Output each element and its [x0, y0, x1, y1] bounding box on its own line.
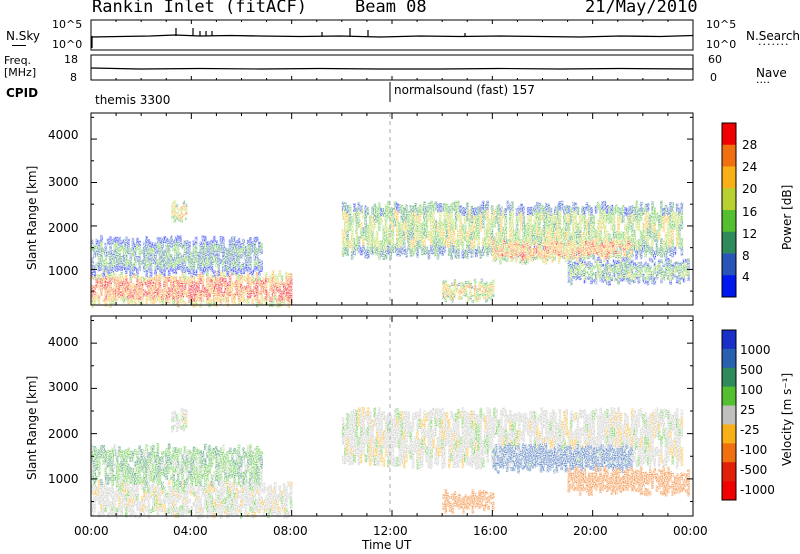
- nsearch-tick-bottom: 10^0: [706, 38, 737, 51]
- velocity-echo-region-6: [567, 465, 690, 497]
- freq-tick-bottom: 8: [70, 71, 77, 84]
- nsearch-label: N.Search: [746, 29, 800, 43]
- velocity-cbar-swatch-4: [722, 405, 736, 425]
- time-tick-16: 16:00: [473, 524, 508, 538]
- cpid-label: CPID: [6, 86, 39, 100]
- velocity-cbar-swatch-6: [722, 443, 736, 463]
- time-tick-0: 00:00: [74, 524, 109, 538]
- power-ytick-4000: 4000: [48, 128, 79, 142]
- nave-dots: ····: [756, 76, 770, 89]
- velocity-echo-region-2: [171, 407, 188, 433]
- velocity-cbar-tick-m500: -500: [740, 463, 768, 477]
- power-cbar-swatch-1: [722, 144, 736, 167]
- nsky-spikes: [91, 28, 466, 48]
- velocity-ytick-3000: 3000: [48, 380, 79, 394]
- power-cbar-swatch-6: [722, 253, 736, 276]
- power-cbar-tick-20: 20: [742, 182, 758, 196]
- power-cbar-swatch-7: [722, 275, 736, 298]
- velocity-ytick-4000: 4000: [48, 335, 79, 349]
- time-tick-8: 08:00: [273, 524, 308, 538]
- power-ytick-1000: 1000: [48, 264, 79, 278]
- velocity-cbar-tick-500: 500: [740, 363, 763, 377]
- velocity-cbar-swatch-5: [722, 424, 736, 444]
- date-title: 21/May/2010: [585, 0, 698, 17]
- power-cbar-tick-24: 24: [742, 160, 758, 174]
- beam-title: Beam 08: [355, 0, 427, 17]
- power-panel: [90, 112, 694, 309]
- nsky-underline: [12, 45, 26, 46]
- power-cbar-tick-8: 8: [742, 249, 750, 263]
- station-title: Rankin Inlet (fitACF): [92, 0, 307, 17]
- nsearch-dots: ·······: [758, 38, 790, 51]
- cpid-segment-1: themis 3300: [95, 93, 171, 107]
- velocity-echo-region-5: [442, 489, 495, 514]
- nsky-label: N.Sky: [6, 29, 41, 43]
- velocity-cbar-swatch-2: [722, 367, 736, 387]
- velocity-ytick-1000: 1000: [48, 472, 79, 486]
- velocity-cbar-tick-m25: -25: [740, 423, 760, 437]
- power-echo-region-6: [567, 256, 690, 286]
- velocity-cbar-tick-25: 25: [740, 403, 756, 417]
- nsearch-tick-top: 10^5: [706, 18, 737, 31]
- freq-label: Freq.: [4, 54, 32, 67]
- nsky-tick-bottom: 10^0: [52, 38, 83, 51]
- power-cbar-swatch-4: [722, 210, 736, 233]
- power-cbar-swatch-2: [722, 166, 736, 189]
- velocity-cbar-tick-100: 100: [740, 383, 763, 397]
- velocity-panel: [90, 315, 694, 520]
- velocity-ytick-2000: 2000: [48, 427, 79, 441]
- velocity-echoes: [91, 407, 690, 520]
- time-tick-12: 12:00: [373, 524, 408, 538]
- velocity-cbar-label: Velocity [m s⁻¹]: [780, 372, 794, 466]
- power-echo-region-4: [492, 235, 633, 265]
- power-echo-region-5: [442, 278, 495, 303]
- velocity-cbar-tick-m100: -100: [740, 443, 768, 457]
- velocity-echo-region-1: [91, 443, 263, 488]
- power-echo-region-1: [91, 235, 263, 278]
- cpid-segment-2: normalsound (fast) 157: [394, 83, 535, 97]
- power-echoes: [91, 200, 690, 309]
- nave-tick-bottom: 0: [710, 71, 717, 84]
- power-cbar-tick-4: 4: [742, 270, 750, 284]
- velocity-cbar-swatch-0: [722, 330, 736, 350]
- nsky-tick-top: 10^5: [52, 18, 83, 31]
- freq-line: [90, 67, 694, 70]
- velocity-cbar-swatch-1: [722, 348, 736, 369]
- nave-label: Nave: [756, 66, 787, 80]
- power-cbar-tick-16: 16: [742, 205, 758, 219]
- nsky-line: [90, 34, 694, 38]
- colorbars: [721, 122, 737, 501]
- nave-tick-top: 60: [708, 53, 722, 66]
- power-cbar-swatch-0: [722, 123, 736, 146]
- velocity-cbar-swatch-8: [722, 481, 736, 501]
- velocity-cbar-swatch-7: [722, 462, 736, 482]
- velocity-echo-region-3: [341, 407, 684, 470]
- velocity-cbar-tick-1000: 1000: [740, 343, 771, 357]
- velocity-echo-region-4: [492, 443, 633, 474]
- power-ytick-3000: 3000: [48, 175, 79, 189]
- power-echo-region-3: [341, 200, 684, 261]
- power-cbar-swatch-5: [722, 231, 736, 254]
- freq-tick-top: 18: [64, 53, 78, 66]
- power-ylabel: Slant Range [km]: [25, 165, 39, 270]
- power-cbar-swatch-3: [722, 188, 736, 211]
- time-tick-20: 20:00: [573, 524, 608, 538]
- power-cbar-tick-12: 12: [742, 227, 758, 241]
- power-ytick-2000: 2000: [48, 221, 79, 235]
- power-echo-region-2: [171, 200, 188, 223]
- freq-unit: [MHz]: [4, 66, 37, 79]
- time-tick-4: 04:00: [173, 524, 208, 538]
- power-cbar-label: Power [dB]: [780, 184, 794, 250]
- velocity-cbar-tick-m1000: -1000: [740, 483, 775, 497]
- time-axis-label: Time UT: [362, 538, 412, 552]
- velocity-cbar-swatch-3: [722, 386, 736, 406]
- velocity-ylabel: Slant Range [km]: [25, 375, 39, 480]
- time-tick-24: 00:00: [673, 524, 708, 538]
- power-cbar-tick-28: 28: [742, 138, 758, 152]
- axes-ticks: [90, 20, 694, 516]
